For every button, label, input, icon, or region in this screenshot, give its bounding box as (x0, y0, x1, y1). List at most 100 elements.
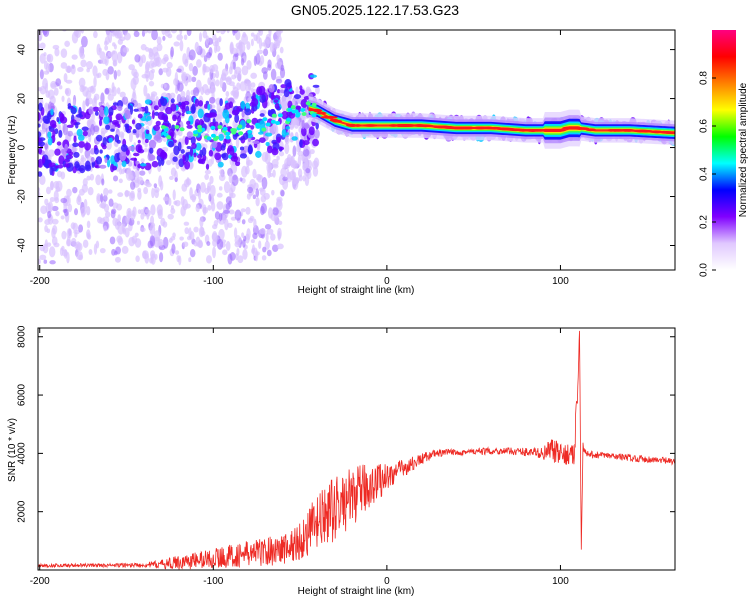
spectrogram-speckle (144, 99, 152, 105)
spectrogram-speckle (99, 51, 106, 60)
spectrogram-speckle (240, 57, 245, 66)
spectrogram-ytick-label: 20 (17, 93, 28, 105)
spectrogram-speckle (72, 186, 78, 194)
spectrogram-speckle (247, 217, 254, 224)
spectrogram-hotspot (295, 113, 301, 118)
spectrogram-speckle (194, 98, 200, 107)
spectrogram-speckle (132, 75, 139, 85)
spectrogram-speckle (110, 163, 115, 173)
spectrogram-speckle (162, 35, 166, 41)
spectrogram-speckle (81, 126, 89, 132)
spectrogram-speckle (299, 139, 303, 148)
spectrogram-speckle (104, 45, 109, 51)
spectrogram-speckle (135, 255, 140, 263)
spectrogram-speckle (205, 35, 210, 45)
spectrogram-speckle (231, 74, 237, 80)
spectrogram-speckle (245, 206, 251, 215)
spectrogram-speckle (73, 135, 77, 143)
spectrogram-speckle (132, 152, 140, 157)
spectrogram-speckle (70, 237, 77, 247)
spectrogram-core (458, 126, 467, 130)
spectrogram-speckle (124, 227, 130, 238)
spectrogram-speckle (208, 149, 214, 157)
spectrogram-speckle (100, 193, 104, 203)
spectrogram-speckle (177, 130, 183, 137)
colorbar-label: Normalized spectral amplitude (738, 82, 749, 217)
snr-xtick-label: -200 (30, 576, 50, 587)
spectrogram-speckle (223, 181, 231, 194)
spectrogram-speckle (113, 175, 119, 182)
spectrogram-speckle (184, 203, 191, 209)
spectrogram-speckle (196, 59, 202, 68)
spectrogram-hotspot (206, 136, 212, 141)
spectrogram-speckle (148, 257, 154, 264)
spectrogram-speckle (158, 175, 163, 188)
spectrogram-core (332, 119, 343, 123)
spectrogram-speckle (88, 248, 93, 256)
snr-ytick-label: 8000 (17, 325, 28, 348)
spectrogram-speckle (179, 236, 184, 241)
spectrogram-speckle (102, 68, 109, 76)
spectrogram-speckle (264, 132, 273, 137)
spectrogram-core (396, 124, 403, 127)
spectrogram-speckle (215, 30, 221, 34)
spectrogram-speckle (172, 156, 178, 163)
spectrogram-speckle (91, 112, 95, 123)
spectrogram-speckle (240, 100, 246, 111)
colorbar-tick-label: 0.0 (699, 263, 710, 277)
spectrogram-core (388, 124, 398, 127)
spectrogram-speckle (155, 120, 161, 126)
spectrogram-speckle (184, 160, 191, 170)
spectrogram-hotspot (300, 107, 306, 112)
snr-panel: -200 -100 0 100 2000 4000 6000 8000 Height of … (7, 325, 676, 597)
spectrogram-ytick-label: -20 (17, 189, 28, 204)
spectrogram-speckle (242, 239, 246, 248)
spectrogram-speckle (115, 113, 123, 121)
spectrogram-speckle (276, 243, 284, 250)
spectrogram-speckle (103, 106, 109, 117)
spectrogram-speckle (117, 192, 124, 198)
spectrogram-speckle (80, 36, 88, 48)
spectrogram-speckle (62, 123, 68, 136)
spectrogram-hotspot (247, 129, 253, 134)
spectrogram-speckle (82, 130, 88, 137)
spectrogram-speckle (96, 73, 100, 79)
spectrogram-speckle (86, 232, 90, 240)
spectrogram-speckle (252, 194, 257, 200)
spectrogram-hotspot (261, 127, 267, 132)
spectrogram-core (466, 126, 474, 130)
snr-xtick-label: -100 (203, 576, 223, 587)
spectrogram-core (609, 129, 628, 132)
spectrogram-speckle (109, 236, 116, 245)
spectrogram-speckle (135, 160, 139, 165)
spectrogram-core (495, 127, 511, 131)
spectrogram-speckle (151, 187, 155, 199)
spectrogram-speckle (214, 152, 222, 161)
spectrogram-speckle (202, 84, 209, 94)
spectrogram-speckle (230, 47, 238, 55)
colorbar-tick-label: 0.2 (699, 215, 710, 229)
spectrogram-speckle (197, 188, 202, 201)
spectrogram-speckle (122, 47, 130, 53)
spectrogram-speckle (92, 106, 100, 112)
spectrogram-speckle (139, 170, 146, 176)
spectrogram-speckle (140, 213, 145, 220)
spectrogram-speckle (191, 76, 197, 83)
spectrogram-speckle (213, 219, 219, 227)
spectrogram-speckle (67, 103, 72, 109)
spectrogram-speckle (134, 232, 139, 237)
colorbar-tick-label: 0.6 (699, 119, 710, 133)
spectrogram-speckle (206, 241, 211, 246)
spectrogram-speckle (312, 84, 320, 88)
spectrogram-speckle (239, 146, 245, 151)
spectrogram-speckle (128, 145, 135, 151)
spectrogram-speckle (122, 96, 129, 105)
spectrogram-speckle (99, 202, 106, 209)
snr-ytick-label: 2000 (17, 500, 28, 523)
spectrogram-speckle (213, 44, 218, 54)
spectrogram-hotspot (305, 101, 311, 106)
spectrogram-speckle (57, 164, 64, 169)
spectrogram-speckle (263, 48, 269, 57)
spectrogram-speckle (170, 236, 176, 241)
